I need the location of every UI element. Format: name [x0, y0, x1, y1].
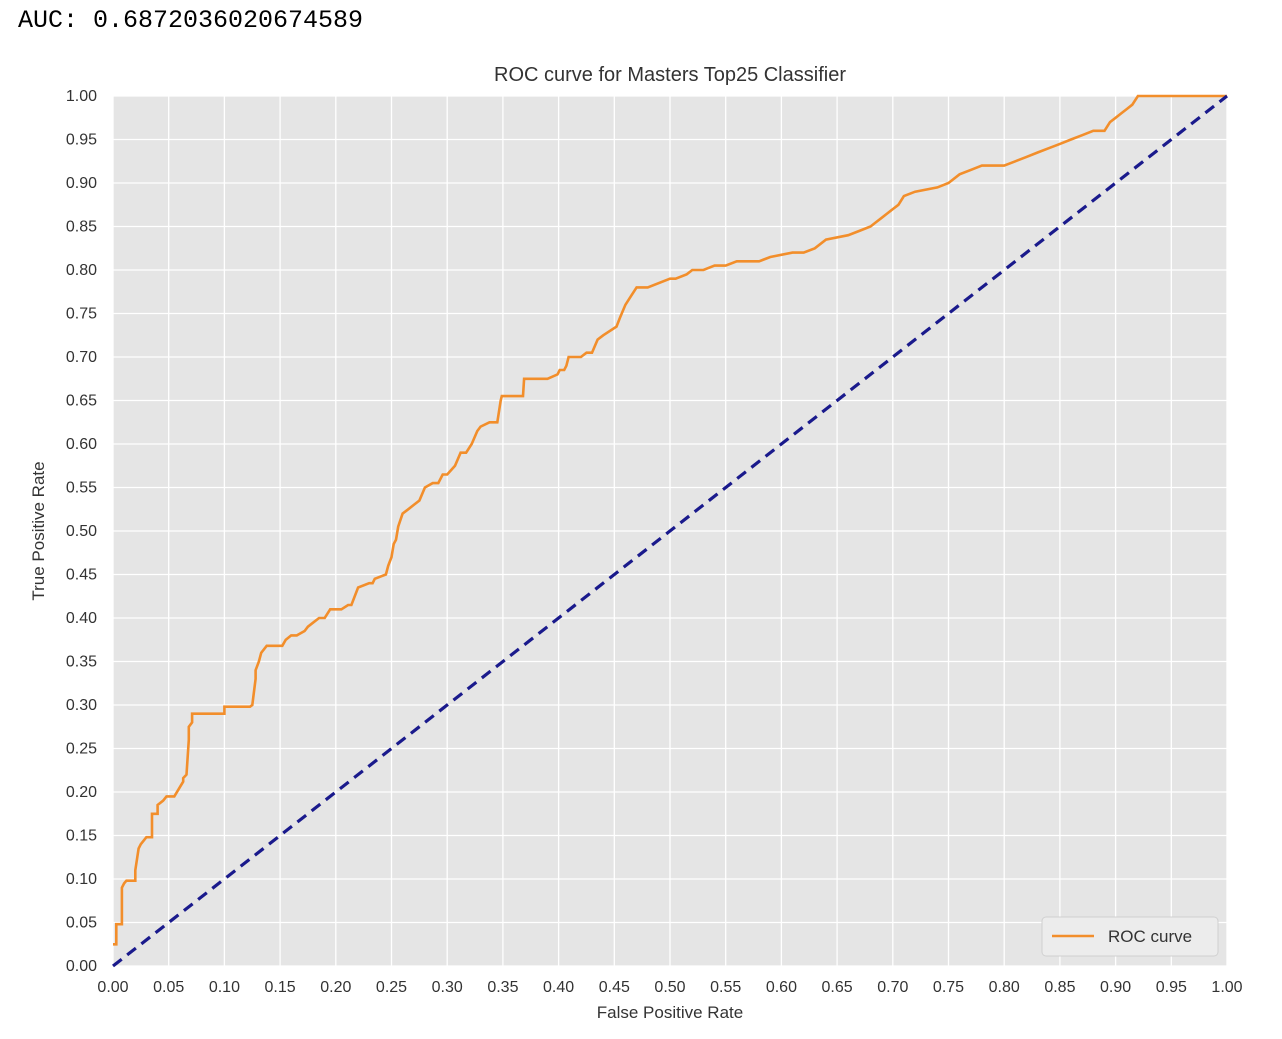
y-tick-label: 0.75 — [66, 306, 97, 323]
x-tick-label: 0.60 — [766, 979, 797, 996]
y-tick-label: 0.30 — [66, 697, 97, 714]
x-tick-label: 0.05 — [153, 979, 184, 996]
y-tick-label: 0.35 — [66, 654, 97, 671]
x-tick-label: 0.80 — [989, 979, 1020, 996]
x-tick-label: 0.20 — [320, 979, 351, 996]
x-tick-label: 0.35 — [487, 979, 518, 996]
y-tick-label: 0.70 — [66, 349, 97, 366]
roc-curve-line — [113, 94, 1227, 946]
y-tick-label: 0.85 — [66, 219, 97, 236]
y-tick-label: 0.15 — [66, 828, 97, 845]
chance-diagonal-line — [112, 94, 1228, 968]
x-tick-label: 0.90 — [1100, 979, 1131, 996]
y-tick-label: 0.55 — [66, 480, 97, 497]
chart-title: ROC curve for Masters Top25 Classifier — [494, 64, 846, 86]
x-tick-label: 0.65 — [822, 979, 853, 996]
x-tick-label: 0.70 — [877, 979, 908, 996]
x-tick-label: 0.40 — [543, 979, 574, 996]
series-layer — [112, 94, 1228, 968]
x-tick-label: 0.75 — [933, 979, 964, 996]
x-tick-label: 0.00 — [97, 979, 128, 996]
legend: ROC curve — [1041, 916, 1219, 957]
x-tick-label: 0.25 — [376, 979, 407, 996]
legend-label-roc-curve: ROC curve — [1108, 927, 1192, 946]
x-tick-label: 0.45 — [599, 979, 630, 996]
y-tick-label: 0.50 — [66, 523, 97, 540]
y-tick-label: 0.20 — [66, 784, 97, 801]
y-tick-label: 0.25 — [66, 741, 97, 758]
y-tick-label: 0.60 — [66, 436, 97, 453]
y-tick-label: 0.65 — [66, 393, 97, 410]
y-tick-label: 0.40 — [66, 610, 97, 627]
y-tick-label: 0.80 — [66, 262, 97, 279]
x-tick-label: 0.30 — [432, 979, 463, 996]
y-tick-label: 0.10 — [66, 871, 97, 888]
x-tick-label: 0.95 — [1156, 979, 1187, 996]
x-tick-label: 0.10 — [209, 979, 240, 996]
y-axis-label: True Positive Rate — [29, 461, 48, 600]
x-axis-ticks: 0.00 0.05 0.10 0.15 0.20 0.25 0.30 0.35 0.40 0.45… — [97, 979, 1242, 996]
y-tick-label: 0.90 — [66, 175, 97, 192]
x-tick-label: 1.00 — [1211, 979, 1242, 996]
y-tick-label: 1.00 — [66, 88, 97, 105]
y-tick-label: 0.45 — [66, 567, 97, 584]
y-tick-label: 0.05 — [66, 915, 97, 932]
legend-box — [1041, 916, 1219, 957]
x-tick-label: 0.50 — [654, 979, 685, 996]
y-tick-label: 0.00 — [66, 958, 97, 975]
x-axis-label: False Positive Rate — [597, 1003, 743, 1022]
x-tick-label: 0.85 — [1044, 979, 1075, 996]
grid-lines — [112, 95, 1228, 967]
x-tick-label: 0.15 — [265, 979, 296, 996]
y-tick-label: 0.95 — [66, 132, 97, 149]
x-tick-label: 0.55 — [710, 979, 741, 996]
y-axis-ticks: 0.00 0.05 0.10 0.15 0.20 0.25 0.30 0.35 0.40 0.45… — [66, 88, 97, 975]
auc-readout: AUC: 0.6872036020674589 — [18, 6, 364, 35]
